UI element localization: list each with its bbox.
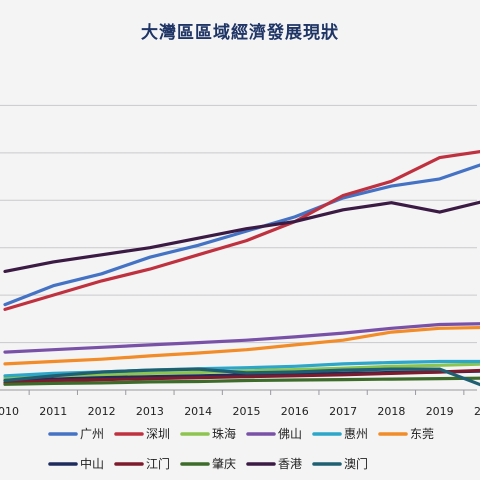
series-line-11 — [3, 367, 480, 387]
legend-label: 江门 — [146, 456, 170, 471]
legend-label: 珠海 — [212, 426, 236, 441]
legend-label: 广州 — [80, 427, 104, 441]
series-line-2 — [3, 150, 480, 311]
x-tick-label: 2017 — [329, 405, 357, 418]
x-tick-label: 2012 — [88, 405, 116, 418]
legend-label: 中山 — [80, 456, 104, 471]
x-tick-label: 2013 — [136, 405, 164, 418]
series-line-6 — [3, 325, 480, 366]
legend-label: 佛山 — [278, 427, 302, 441]
series-line-3 — [3, 362, 480, 380]
x-tick-label: 2010 — [0, 405, 19, 418]
chart-title: 大灣區區域經濟發展現狀 — [141, 23, 339, 43]
x-tick-label: 2018 — [377, 405, 405, 418]
legend-label: 东莞 — [410, 427, 434, 441]
series-line-10 — [3, 200, 480, 273]
x-tick-label: 2015 — [233, 405, 261, 418]
x-tick-label: 2019 — [426, 405, 454, 418]
x-tick-label: 2014 — [184, 405, 212, 418]
series-line-9 — [3, 376, 480, 386]
series-line-1 — [3, 163, 480, 307]
series-line-8 — [3, 368, 480, 385]
x-tick-label: 2020 — [474, 405, 480, 418]
legend-label: 香港 — [278, 457, 302, 471]
legend-label: 澳门 — [344, 456, 368, 471]
legend-label: 肇庆 — [212, 456, 236, 471]
x-tick-label: 2011 — [39, 405, 67, 418]
series-line-4 — [3, 322, 480, 354]
legend-label: 惠州 — [344, 427, 368, 441]
legend-label: 深圳 — [146, 427, 170, 441]
x-tick-label: 2016 — [281, 405, 309, 418]
